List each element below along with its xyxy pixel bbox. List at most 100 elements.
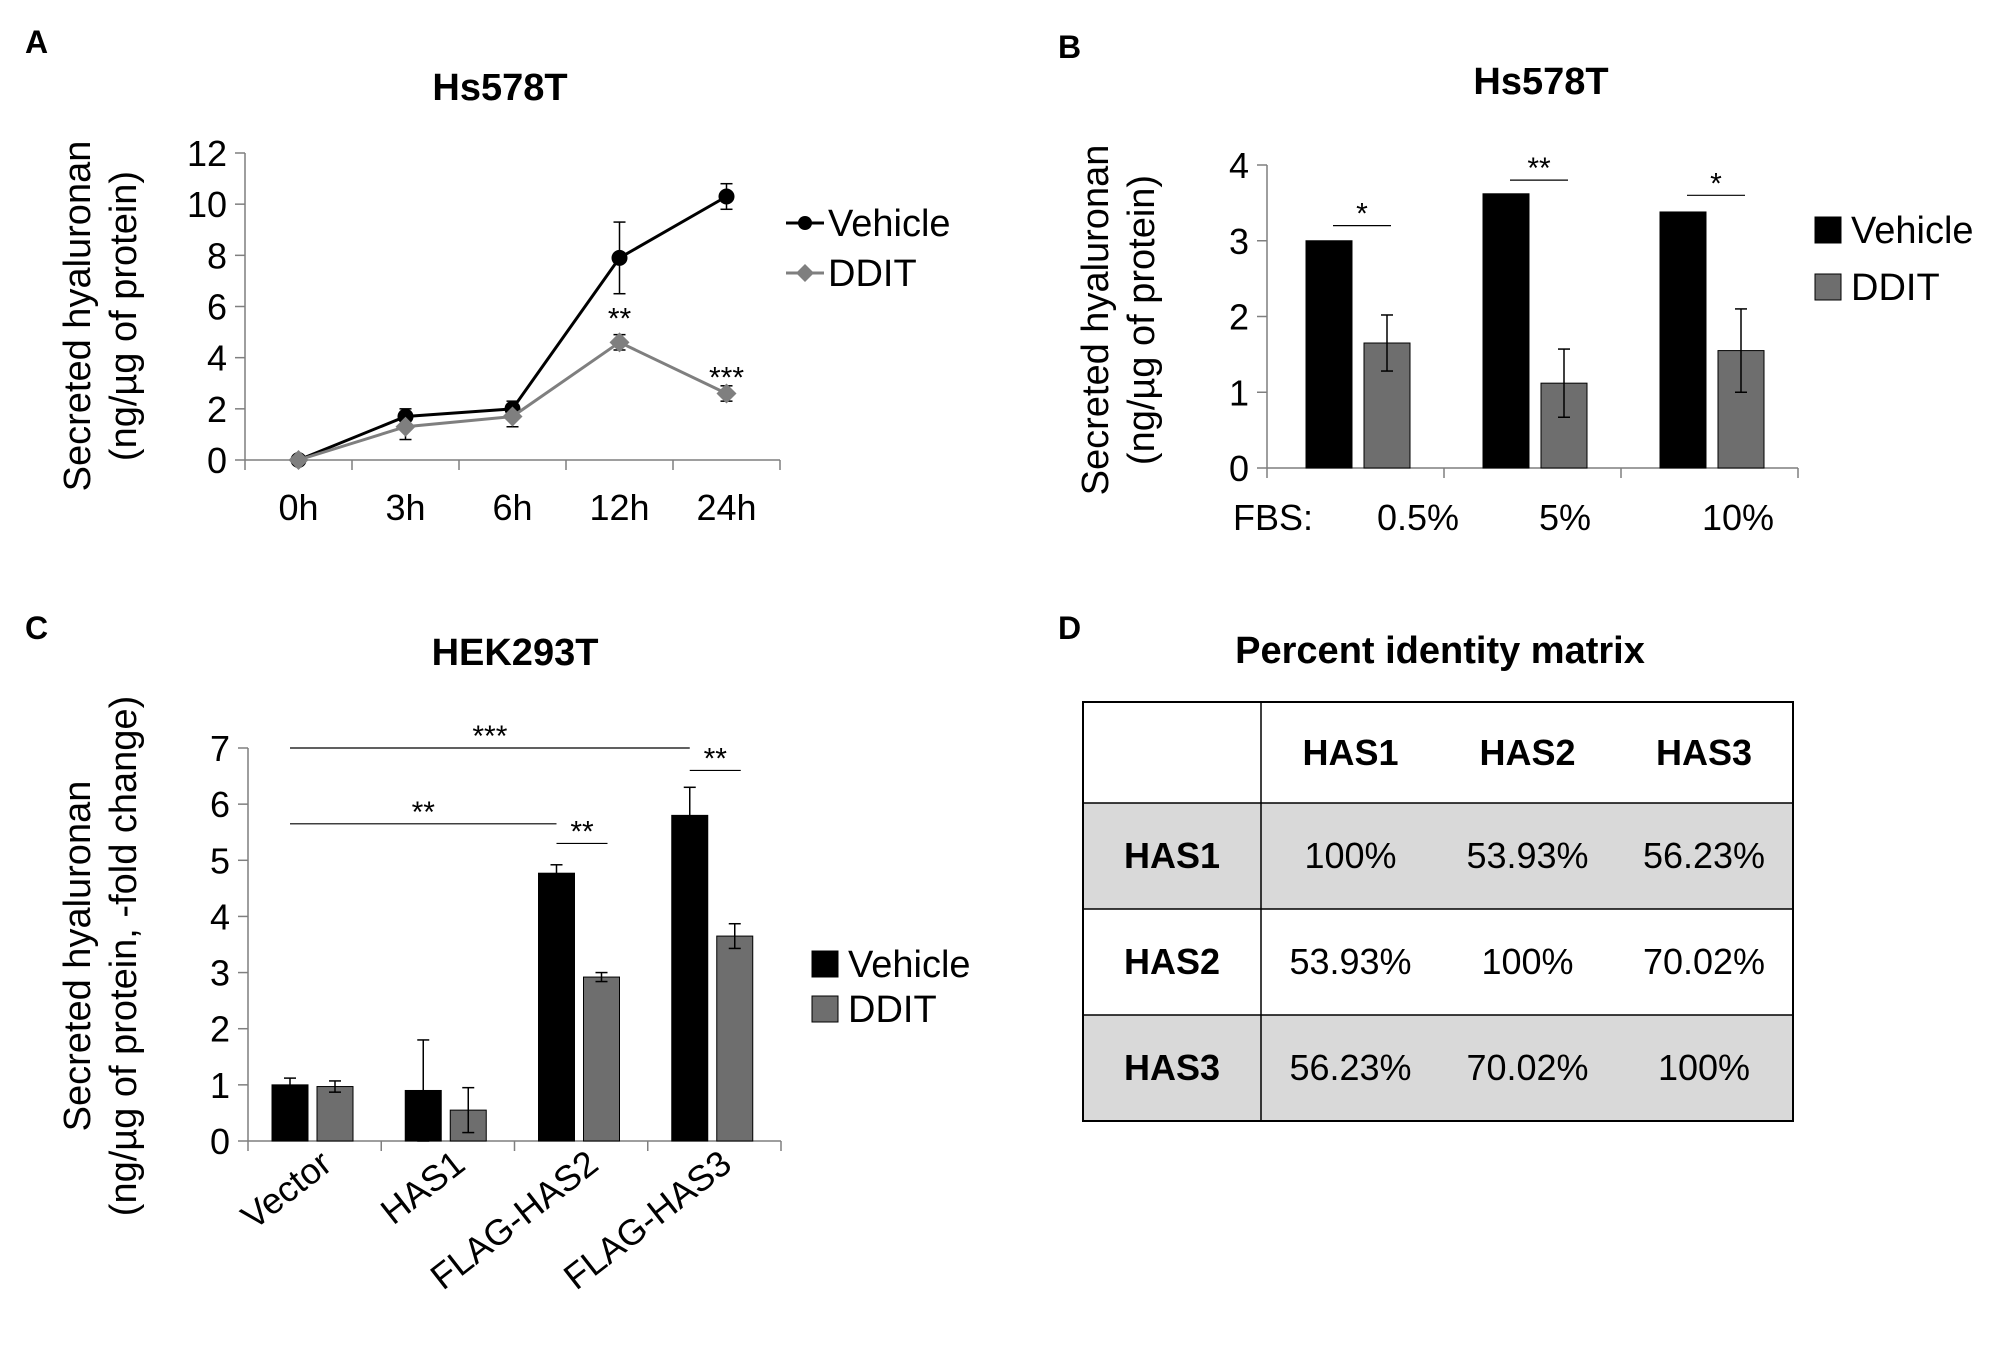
panel-a-y-tick-label: 0 [207, 440, 227, 481]
panel-b-x-tick-label: 0.5% [1377, 497, 1459, 538]
table-column-header: HAS1 [1302, 732, 1398, 773]
table-row-header: HAS1 [1124, 835, 1220, 876]
panel-b-fbs-prefix: FBS: [1233, 497, 1313, 538]
panel-b-ylabel: Secreted hyaluronan (ng/µg of protein) [1075, 145, 1163, 496]
table-row-background [1083, 803, 1793, 909]
panel-a-significance-label: *** [709, 362, 744, 395]
table-border [1082, 701, 1794, 1122]
panel-b-y-tick-label: 2 [1229, 297, 1249, 338]
panel-a-marks: ***** [288, 182, 744, 470]
panel-a-point-ddit [395, 416, 416, 437]
table-row-background [1083, 1015, 1793, 1121]
panel-b-marks: *** * [1305, 152, 1765, 469]
panel-a-legend-label: DDIT [828, 253, 917, 295]
panel-c-bar-vehicle [538, 872, 575, 1142]
panel-c-marks: ********* [271, 720, 754, 1142]
panel-a-point-vehicle [611, 249, 628, 266]
panel-a-point-ddit [609, 332, 630, 353]
panel-b-bar-vehicle [1659, 211, 1707, 469]
panel-c-ylabel-line1: Secreted hyaluronan [57, 781, 99, 1132]
panel-d-letter: D [1058, 610, 1081, 646]
panel-b-legend-label: Vehicle [1851, 210, 1974, 252]
table-row-header: HAS3 [1124, 1047, 1220, 1088]
panel-a-point-vehicle [718, 188, 735, 205]
panel-c-legend-swatch-vehicle [811, 950, 839, 978]
panel-a-ylabel-line2: (ng/µg of protein) [103, 171, 145, 461]
panel-a-y-tick-label: 2 [207, 389, 227, 430]
panel-b-x-tick-label: 10% [1702, 497, 1774, 538]
panel-a-ylabel: Secreted hyaluronan (ng/µg of protein) [57, 141, 145, 492]
table-cell: 100% [1481, 941, 1573, 982]
panel-c-legend-label: DDIT [848, 989, 937, 1031]
panel-a-legend-marker-vehicle [798, 216, 812, 230]
panel-c-y-tick-label: 0 [210, 1121, 230, 1162]
panel-a-x-tick-label: 3h [385, 487, 425, 528]
panel-c-title: HEK293T [432, 632, 599, 674]
panel-a-title: Hs578T [432, 67, 567, 109]
panel-a-legend: Vehicle DDIT [786, 203, 951, 295]
panel-b-significance-label: * [1710, 167, 1722, 200]
panel-a-y-tick-label: 6 [207, 287, 227, 328]
panel-b-y-tick-label: 3 [1229, 221, 1249, 262]
table-cell: 70.02% [1466, 1047, 1588, 1088]
panel-c-significance-label: ** [412, 796, 436, 829]
panel-b-legend-label: DDIT [1851, 267, 1940, 309]
identity-table: HAS1 HAS2 HAS3 HAS1 100% 53.93% 56.23% HAS2 53.9… [1082, 701, 1794, 1122]
table-cell: 53.93% [1466, 835, 1588, 876]
panel-c-y-tick-label: 1 [210, 1065, 230, 1106]
panel-b-x-tick-label: 5% [1539, 497, 1591, 538]
panel-c-significance-label: *** [472, 720, 507, 753]
panel-a-y-tick-label: 10 [187, 184, 227, 225]
panel-c-legend-swatch-ddit [811, 995, 839, 1023]
panel-c-y-tick-label: 3 [210, 953, 230, 994]
panel-a-significance-label: ** [608, 303, 632, 336]
panel-a-legend-label: Vehicle [828, 203, 951, 245]
panel-d-title: Percent identity matrix [1235, 630, 1645, 672]
panel-a-legend-marker-ddit [796, 264, 814, 282]
table-column-header: HAS3 [1656, 732, 1752, 773]
panel-a-ylabel-line1: Secreted hyaluronan [57, 141, 99, 492]
panel-c-bar-vehicle [271, 1084, 309, 1142]
panel-a-y-tick-label: 8 [207, 235, 227, 276]
table-row-background [1083, 909, 1793, 1015]
panel-c-bar-vehicle [671, 814, 709, 1142]
table-cell: 100% [1658, 1047, 1750, 1088]
panel-b-title: Hs578T [1473, 61, 1608, 103]
panel-b-legend: Vehicle DDIT [1814, 210, 1974, 309]
panel-c-y-tick-label: 2 [210, 1009, 230, 1050]
panel-b-significance-label: * [1356, 198, 1368, 231]
panel-c-letter: C [25, 610, 48, 646]
panel-b-bar-vehicle [1305, 240, 1353, 469]
panel-a: A Hs578T Secreted hyaluronan (ng/µg of p… [25, 24, 951, 528]
table-column-header: HAS2 [1479, 732, 1575, 773]
table-row-header: HAS2 [1124, 941, 1220, 982]
panel-c-y-tick-label: 4 [210, 896, 230, 937]
panel-a-x-tick-label: 12h [589, 487, 649, 528]
panel-d: D Percent identity matrix HAS1 HAS2 HAS3HA… [1058, 610, 1794, 1122]
table-cell: 56.23% [1643, 835, 1765, 876]
panel-c-x-tick-label: Vector [233, 1142, 339, 1237]
panel-c-bar-ddit [583, 976, 620, 1142]
panel-a-y-tick-label: 12 [187, 133, 227, 174]
panel-b: B Hs578T Secreted hyaluronan (ng/µg of p… [1058, 29, 1974, 538]
panel-c-significance-label: ** [704, 742, 728, 775]
panel-c-ylabel-line2: (ng/µg of protein, -fold change) [103, 696, 145, 1216]
panel-c-x-tick-label: HAS1 [373, 1142, 472, 1232]
panel-c-bar-ddit [316, 1086, 354, 1142]
panel-b-y-tick-label: 4 [1229, 145, 1249, 186]
panel-c-y-tick-label: 7 [210, 728, 230, 769]
panel-a-x-tick-label: 0h [278, 487, 318, 528]
panel-a-point-ddit [288, 450, 309, 470]
panel-b-axes: 0 1 2 3 4 0.5% 5% 10% [1229, 145, 1799, 538]
panel-a-point-ddit [502, 406, 523, 427]
panel-b-legend-swatch-vehicle [1814, 216, 1842, 244]
table-cell: 53.93% [1289, 941, 1411, 982]
panel-c-y-tick-label: 5 [210, 840, 230, 881]
panel-b-significance-label: ** [1527, 152, 1551, 185]
panel-c-ylabel: Secreted hyaluronan (ng/µg of protein, -… [57, 696, 145, 1216]
panel-c-bar-ddit [716, 935, 754, 1142]
table-cell: 70.02% [1643, 941, 1765, 982]
panel-a-point-ddit [716, 383, 737, 404]
panel-b-y-tick-label: 1 [1229, 372, 1249, 413]
